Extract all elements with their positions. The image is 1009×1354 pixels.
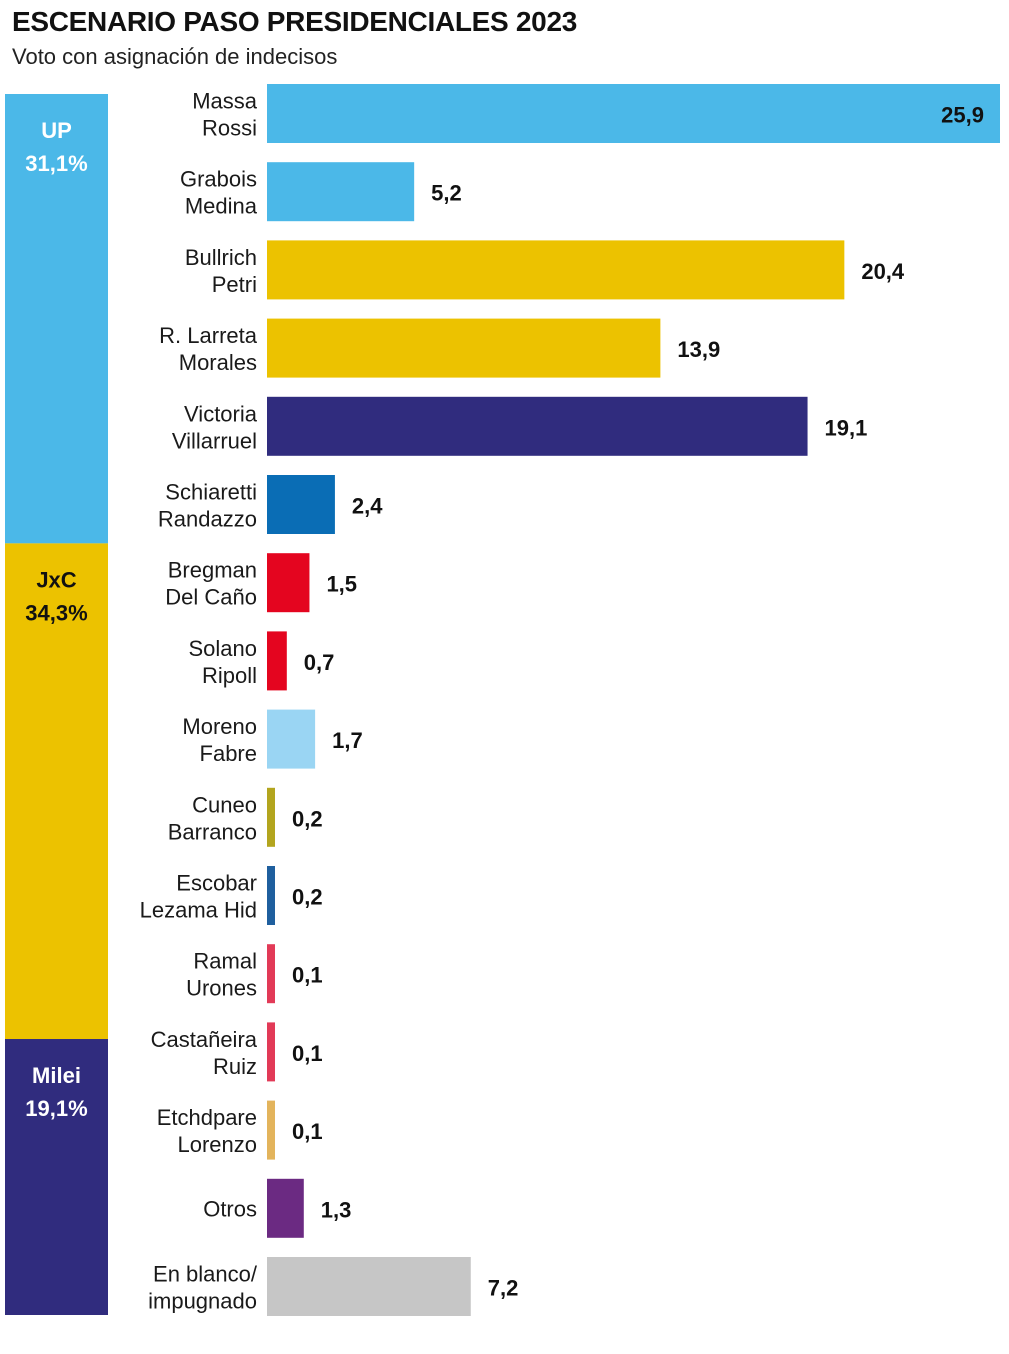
bar-label: Urones — [186, 976, 257, 1001]
bar-label: Rossi — [202, 116, 257, 141]
bar — [267, 1100, 275, 1160]
bar-label: Victoria — [184, 401, 258, 426]
data-label: 20,4 — [861, 259, 905, 284]
bar-label: Lezama Hid — [140, 898, 257, 923]
bar — [267, 944, 275, 1004]
bar-label: En blanco/ — [153, 1262, 258, 1287]
bar-label: R. Larreta — [159, 323, 258, 348]
data-label: 0,2 — [292, 806, 323, 831]
bar-label: Solano — [188, 636, 257, 661]
party-block-name: JxC — [36, 567, 76, 592]
bar-label: Petri — [212, 272, 257, 297]
data-label: 5,2 — [431, 181, 462, 206]
bar — [267, 84, 1000, 143]
data-label: 1,3 — [321, 1197, 352, 1222]
data-label: 13,9 — [677, 337, 720, 362]
bar — [267, 709, 316, 769]
data-label: 1,5 — [326, 572, 357, 597]
bar — [267, 240, 845, 300]
bar — [267, 866, 275, 925]
bar-label: Cuneo — [192, 792, 257, 817]
bar-label: Grabois — [180, 167, 257, 192]
bar — [267, 553, 310, 613]
bar-label: Medina — [185, 194, 258, 219]
chart-subtitle: Voto con asignación de indecisos — [12, 44, 338, 69]
data-label: 2,4 — [352, 494, 383, 519]
bar-label: Bregman — [168, 558, 257, 583]
data-label: 0,1 — [292, 1041, 323, 1066]
bar — [267, 162, 415, 222]
bar-label: Otros — [203, 1196, 257, 1221]
data-label: 0,7 — [304, 650, 335, 675]
party-block-name: UP — [41, 118, 72, 143]
party-block-value: 34,3% — [25, 600, 87, 625]
bar — [267, 318, 661, 378]
bar-label: Ramal — [193, 949, 257, 974]
bar-label: Moreno — [182, 714, 257, 739]
bar-label: Bullrich — [185, 245, 257, 270]
bar — [267, 1022, 275, 1082]
data-label: 0,1 — [292, 963, 323, 988]
party-block — [5, 94, 108, 544]
party-block — [5, 1039, 108, 1315]
bar — [267, 475, 335, 534]
bar-label: Randazzo — [158, 507, 257, 532]
bar-label: Schiaretti — [165, 480, 257, 505]
bar-label: impugnado — [148, 1289, 257, 1314]
party-blocks: UP 31,1% JxC 34,3% Milei 19,1% — [5, 94, 108, 1315]
data-label: 0,1 — [292, 1119, 323, 1144]
bar-label: Villarruel — [172, 428, 257, 453]
data-label: 7,2 — [488, 1276, 519, 1301]
bar-label: Barranco — [168, 819, 257, 844]
bar-label: Castañeira — [151, 1027, 258, 1052]
bar — [267, 1178, 304, 1238]
chart-title: ESCENARIO PASO PRESIDENCIALES 2023 — [12, 6, 577, 37]
data-label: 0,2 — [292, 885, 323, 910]
bar-label: Lorenzo — [177, 1132, 257, 1157]
bar-label: Ripoll — [202, 663, 257, 688]
bar — [267, 396, 808, 456]
bar — [267, 787, 275, 847]
party-block-value: 31,1% — [25, 151, 87, 176]
data-label: 19,1 — [825, 415, 868, 440]
data-label: 1,7 — [332, 728, 363, 753]
bar-label: Ruiz — [213, 1054, 257, 1079]
bar-label: Etchdpare — [157, 1105, 257, 1130]
bar-label: Morales — [179, 350, 257, 375]
party-block-name: Milei — [32, 1063, 81, 1088]
party-block-value: 19,1% — [25, 1096, 87, 1121]
bar-label: Del Caño — [165, 585, 257, 610]
bar-label: Escobar — [176, 871, 257, 896]
bar-label: Massa — [192, 89, 258, 114]
bar — [267, 1257, 471, 1316]
bar-label: Fabre — [200, 741, 257, 766]
bar — [267, 631, 287, 691]
data-label: 25,9 — [941, 103, 984, 128]
party-block — [5, 543, 108, 1040]
